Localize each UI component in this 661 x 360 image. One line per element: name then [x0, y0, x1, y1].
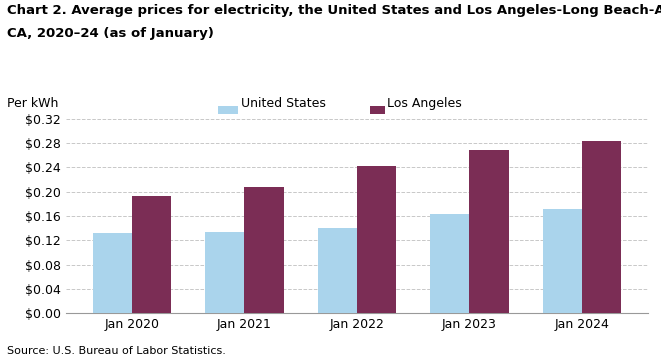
Text: Chart 2. Average prices for electricity, the United States and Los Angeles-Long : Chart 2. Average prices for electricity,…	[7, 4, 661, 17]
Bar	[469, 150, 509, 313]
Bar	[93, 233, 132, 313]
Bar	[357, 166, 397, 313]
Text: Los Angeles: Los Angeles	[387, 97, 461, 110]
Bar	[205, 233, 245, 313]
Text: United States: United States	[241, 97, 326, 110]
Text: CA, 2020–24 (as of January): CA, 2020–24 (as of January)	[7, 27, 214, 40]
Bar	[132, 196, 171, 313]
Bar	[582, 141, 621, 313]
Bar	[317, 228, 357, 313]
Text: Per kWh: Per kWh	[7, 97, 58, 110]
Bar	[245, 188, 284, 313]
Bar	[543, 209, 582, 313]
Bar	[430, 214, 469, 313]
Text: Source: U.S. Bureau of Labor Statistics.: Source: U.S. Bureau of Labor Statistics.	[7, 346, 225, 356]
